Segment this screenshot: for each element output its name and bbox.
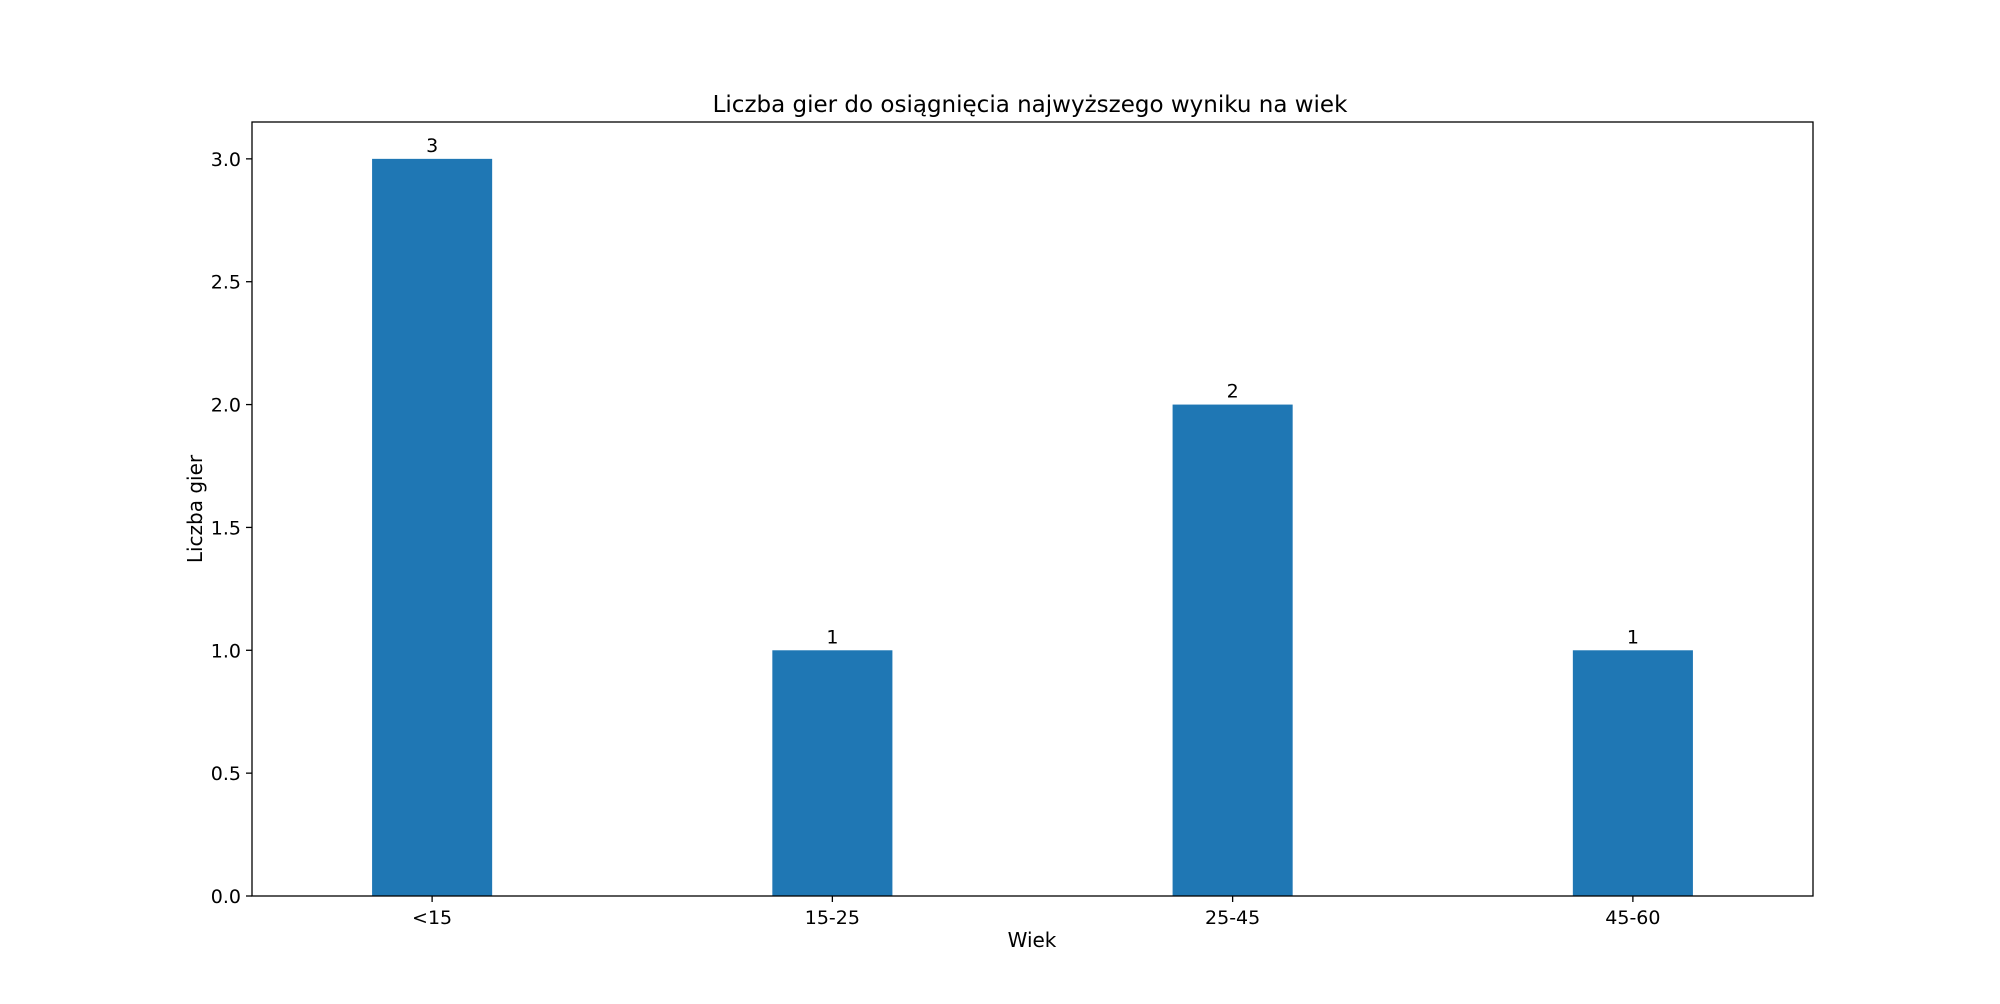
x-tick-label: 25-45 xyxy=(1205,907,1260,929)
y-tick-label: 3.0 xyxy=(211,149,241,171)
y-axis-label: Liczba gier xyxy=(183,454,207,563)
plot-area-frame xyxy=(251,121,1814,897)
bar-data-label: 1 xyxy=(1627,626,1639,648)
bar xyxy=(1172,404,1293,896)
y-tick-label: 2.5 xyxy=(211,272,241,294)
bar-data-label: 1 xyxy=(826,626,838,648)
chart-title: Liczba gier do osiągnięcia najwyższego w… xyxy=(713,92,1348,118)
y-tick-label: 2.0 xyxy=(211,395,241,417)
y-tick-label: 1.5 xyxy=(211,517,241,539)
x-tick-label: <15 xyxy=(412,907,452,929)
y-tick-label: 1.0 xyxy=(211,640,241,662)
y-tick-label: 0.0 xyxy=(211,886,241,908)
bar-data-labels: 3 1 2 1 xyxy=(426,135,1639,648)
bar xyxy=(772,650,893,896)
x-tick-label: 15-25 xyxy=(805,907,860,929)
bar xyxy=(1572,650,1693,896)
x-tick-label: 45-60 xyxy=(1605,907,1660,929)
y-tick-label: 0.5 xyxy=(211,763,241,785)
bar xyxy=(372,158,493,896)
bar-data-label: 2 xyxy=(1227,381,1239,403)
x-axis-ticks: <15 15-25 25-45 45-60 xyxy=(412,896,1660,929)
bars xyxy=(372,158,1693,896)
x-axis-label: Wiek xyxy=(1008,928,1057,952)
y-axis-ticks: 0.0 0.5 1.0 1.5 2.0 2.5 3.0 xyxy=(211,149,252,908)
bar-data-label: 3 xyxy=(426,135,438,157)
